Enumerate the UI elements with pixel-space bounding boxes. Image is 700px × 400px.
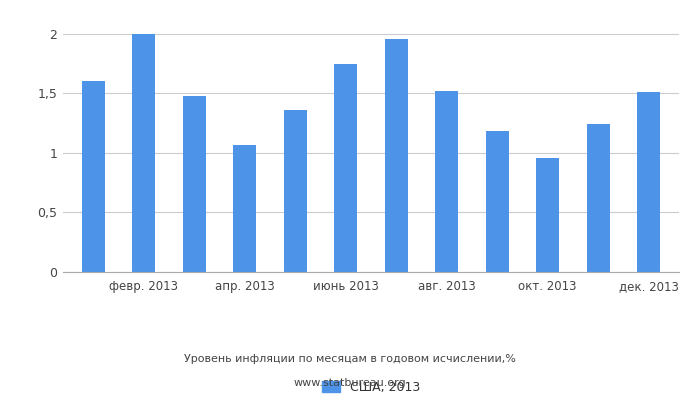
Bar bbox=[486, 132, 509, 272]
Bar bbox=[82, 82, 105, 272]
Bar bbox=[183, 96, 206, 272]
Bar bbox=[233, 144, 256, 272]
Text: www.statbureau.org: www.statbureau.org bbox=[294, 378, 406, 388]
Bar bbox=[587, 124, 610, 272]
Bar bbox=[385, 39, 407, 272]
Bar bbox=[435, 91, 458, 272]
Bar bbox=[637, 92, 660, 272]
Text: Уровень инфляции по месяцам в годовом исчислении,%: Уровень инфляции по месяцам в годовом ис… bbox=[184, 354, 516, 364]
Bar bbox=[132, 34, 155, 272]
Bar bbox=[284, 110, 307, 272]
Bar bbox=[335, 64, 357, 272]
Legend: США, 2013: США, 2013 bbox=[316, 376, 426, 399]
Bar bbox=[536, 158, 559, 272]
